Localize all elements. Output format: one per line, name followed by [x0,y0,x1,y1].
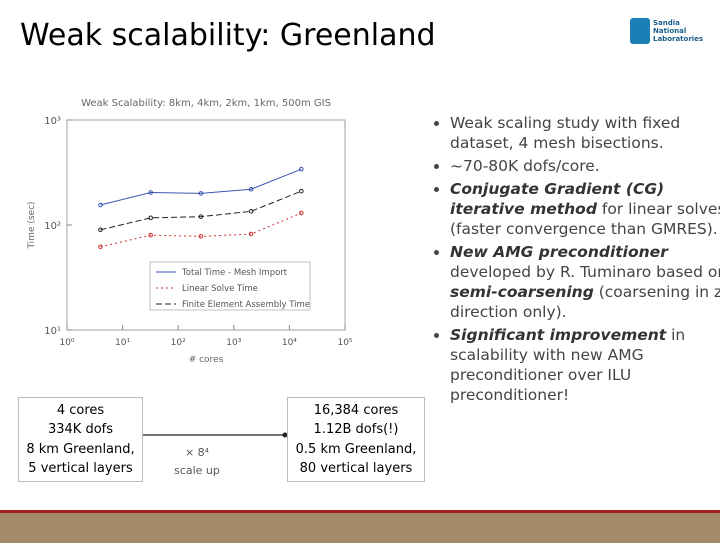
footer-band [0,510,720,543]
box-line: 334K dofs [47,422,114,437]
legend-label: Finite Element Assembly Time [182,300,310,310]
slide-title: Weak scalability: Greenland [20,18,436,53]
arrow-head [282,432,288,438]
box-line: 5 vertical layers [28,461,133,476]
data-point [148,215,153,221]
x-tick-label: 10⁴ [282,338,297,348]
bullet-text: Weak scaling study with fixed dataset, 4… [450,114,681,152]
box-line: 0.5 km Greenland, [295,441,417,457]
bullet-text: ~70-80K dofs/core. [450,157,600,175]
y-axis-label: Time (sec) [27,201,37,249]
emphasis-text: semi-coarsening [450,283,594,301]
data-point [248,209,254,214]
bullet-text: for linear solves (faster convergence th… [450,200,720,238]
box-line: 4 cores [56,402,105,418]
scale-label: scale up [174,464,220,477]
y-tick-label: 10² [44,221,61,232]
data-point [299,210,304,216]
bullet: ~70-80K dofs/core. [450,156,720,176]
data-point [148,190,153,195]
plot-frame [66,119,346,331]
bullet: Conjugate Gradient (CG) iterative method… [450,179,720,239]
data-point [148,232,153,238]
bullet-text: in scalability with new AMG precondition… [450,326,686,404]
box-line: 80 vertical layers [299,461,413,476]
x-tick-label: 10⁵ [337,338,352,348]
x-axis-label: # cores [189,355,224,365]
scale-factor: × 8⁴ [185,446,210,459]
chart: Weak Scalability: 8km, 4km, 2km, 1km, 50… [27,98,353,477]
data-point [98,244,103,250]
logo-line: Laboratories [653,35,704,43]
x-tick-label: 10² [171,338,186,348]
data-point [299,188,304,194]
bullet-text: developed by R. Tuminaro based on [450,263,720,281]
box-line: 1.12B dofs(!) [313,422,399,437]
logo-icon [630,18,650,44]
bullet-list: Weak scaling study with fixed dataset, 4… [428,113,720,408]
legend-label: Total Time - Mesh Import [181,268,288,278]
x-tick-label: 10³ [226,338,241,348]
logo-text: Sandia National Laboratories [653,19,703,43]
y-tick-label: 10³ [44,116,61,127]
y-tick-label: 10¹ [44,326,61,337]
logo: Sandia National Laboratories [630,18,703,44]
data-point [98,227,103,233]
legend-label: Linear Solve Time [182,284,258,294]
data-point [98,202,103,208]
data-point [198,191,204,196]
text-box: 16,384 cores 1.12B dofs(!) 0.5 km Greenlan… [287,397,425,482]
emphasis-text: Significant improvement [450,326,667,344]
box-line: 8 km Greenland, [26,441,135,457]
box-line: 16,384 cores [313,402,399,418]
logo-line: National [653,27,687,35]
logo-line: Sandia [653,19,680,27]
text-box: 4 cores 334K dofs 8 km Greenland, 5 vertica… [18,397,143,482]
bullet: New AMG preconditioner developed by R. T… [450,242,720,322]
data-point [299,166,304,172]
data-point [248,231,254,237]
series-line [100,190,302,231]
chart-title: Weak Scalability: 8km, 4km, 2km, 1km, 50… [81,98,331,109]
data-point [248,186,254,192]
bullet: Weak scaling study with fixed dataset, 4… [450,113,720,153]
data-point [198,234,204,239]
emphasis-text: Conjugate Gradient (CG) iterative method [450,180,665,218]
x-tick-label: 10¹ [115,338,130,348]
bullet: Significant improvement in scalability w… [450,325,720,405]
emphasis-text: New AMG preconditioner [450,243,668,261]
legend-frame [149,261,311,311]
data-point [198,214,204,219]
x-tick-label: 10⁰ [59,338,74,348]
series-line [100,168,302,206]
series-line [100,212,302,248]
bullet-text: (coarsening in z-direction only). [450,283,720,321]
